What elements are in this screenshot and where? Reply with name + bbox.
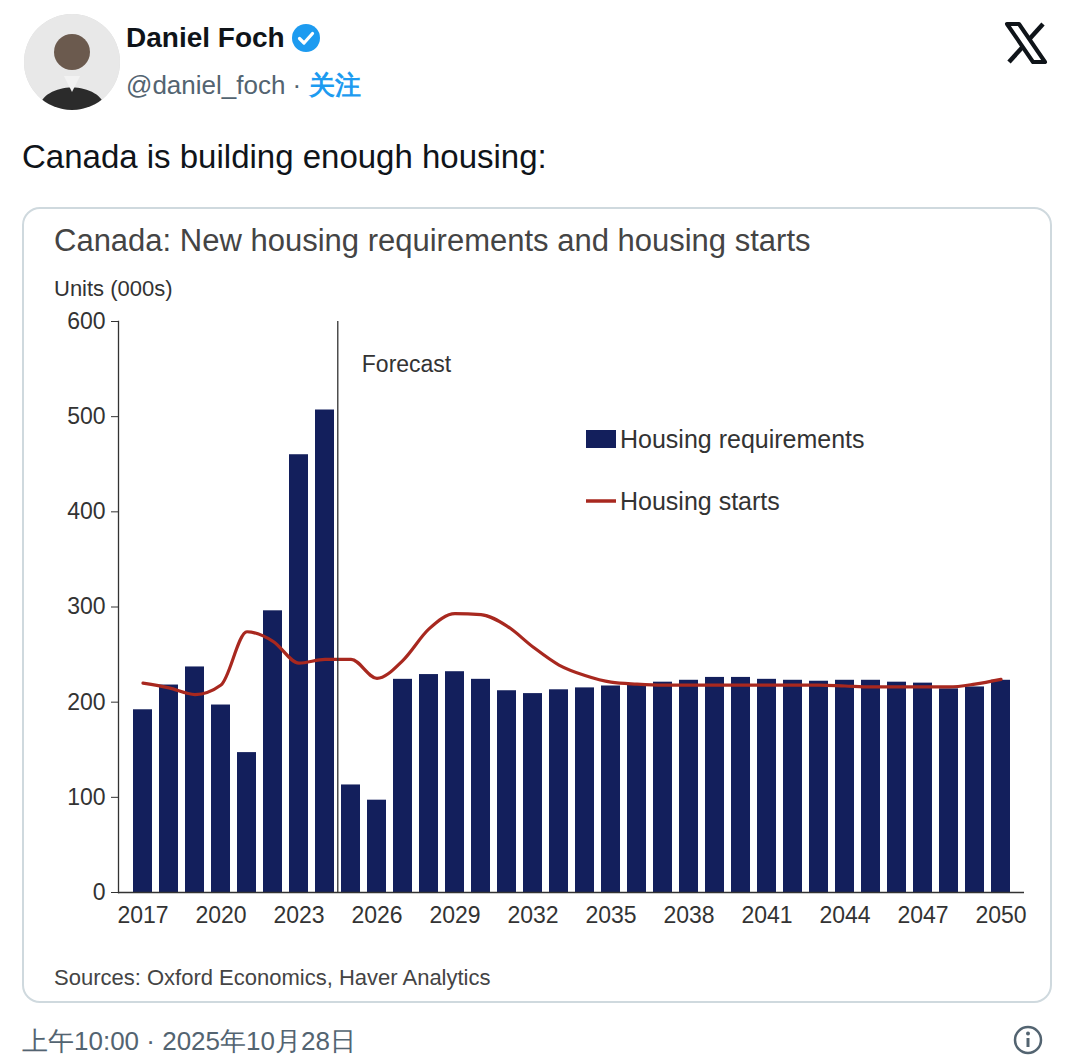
svg-text:Forecast: Forecast	[362, 351, 452, 377]
html-text:Canada is building enough hous: Canada is building enough housing:	[22, 138, 547, 175]
svg-text:200: 200	[67, 689, 105, 715]
svg-text:2041: 2041	[741, 902, 792, 928]
html-text:Units (000s): Units (000s)	[54, 276, 173, 301]
svg-text:2047: 2047	[897, 902, 948, 928]
html-text:Housing starts: Housing starts	[620, 486, 780, 515]
svg-text:2020: 2020	[195, 902, 246, 928]
svg-text:500: 500	[67, 403, 105, 429]
html-text:上午10:00 · 2025年10月28日: 上午10:00 · 2025年10月28日	[22, 1026, 356, 1056]
svg-text:600: 600	[67, 308, 105, 334]
svg-text:100: 100	[67, 784, 105, 810]
svg-text:2023: 2023	[273, 902, 324, 928]
svg-text:2050: 2050	[975, 902, 1026, 928]
html-text:Daniel Foch: Daniel Foch	[126, 22, 285, 53]
svg-text:2038: 2038	[663, 902, 714, 928]
html-text:Canada: New housing requiremen: Canada: New housing requirements and hou…	[54, 223, 811, 258]
html-text:Housing requirements: Housing requirements	[620, 424, 865, 453]
svg-text:0: 0	[93, 879, 106, 905]
svg-text:2032: 2032	[507, 902, 558, 928]
svg-text:300: 300	[67, 593, 105, 619]
svg-text:2026: 2026	[351, 902, 402, 928]
svg-text:2035: 2035	[585, 902, 636, 928]
svg-text:2044: 2044	[819, 902, 870, 928]
html-text:Sources: Oxford Economics, Hav: Sources: Oxford Economics, Haver Analyti…	[54, 965, 491, 990]
html-text:@daniel_foch ·关注: @daniel_foch ·关注	[126, 70, 361, 100]
svg-text:400: 400	[67, 498, 105, 524]
svg-text:2029: 2029	[429, 902, 480, 928]
svg-text:2017: 2017	[117, 902, 168, 928]
